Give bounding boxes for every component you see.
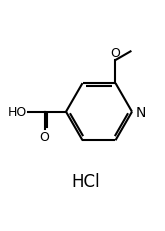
Text: O: O: [40, 131, 50, 144]
Text: O: O: [111, 46, 120, 59]
Text: HCl: HCl: [71, 172, 100, 190]
Text: HO: HO: [8, 106, 27, 119]
Text: N: N: [136, 105, 146, 119]
